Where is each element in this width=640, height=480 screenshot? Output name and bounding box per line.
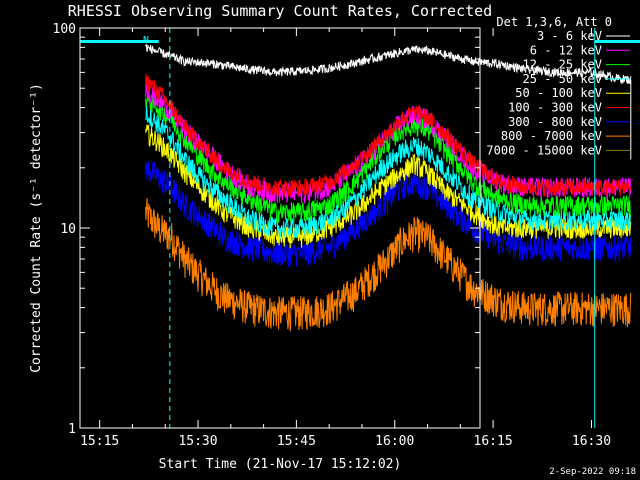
y-tick-label-0: 1 [68, 422, 76, 437]
legend-label-5: 100 - 300 keV [508, 101, 602, 115]
x-tick-label-1: 15:30 [178, 434, 217, 449]
night-bar-1 [594, 40, 640, 43]
x-axis-label: Start Time (21-Nov-17 15:12:02) [159, 457, 402, 472]
series-line-2 [145, 90, 632, 224]
legend-label-4: 50 - 100 keV [515, 86, 602, 100]
series-line-6 [145, 160, 632, 268]
series-line-4 [145, 124, 632, 249]
axes: 15:1515:3015:4516:0016:1516:3016:4511010… [53, 22, 612, 449]
x-tick-label-3: 16:00 [375, 434, 414, 449]
y-axis-label: Corrected Count Rate (s⁻¹ detector⁻¹) [29, 83, 44, 373]
series-line-3 [145, 103, 632, 240]
series-line-0 [145, 43, 632, 85]
chart-title: RHESSI Observing Summary Count Rates, Co… [68, 2, 492, 20]
legend-label-2: 12 - 25 keV [523, 58, 602, 72]
night-bar-0 [80, 40, 159, 43]
y-tick-label-2: 100 [53, 22, 76, 37]
series-line-5 [145, 73, 632, 197]
legend-label-8: 7000 - 15000 keV [486, 143, 602, 157]
legend-label-0: 3 - 6 keV [537, 29, 602, 43]
x-tick-label-2: 15:45 [277, 434, 316, 449]
legend-label-1: 6 - 12 keV [530, 43, 602, 57]
x-tick-label-5: 16:30 [572, 434, 611, 449]
series-line-7 [145, 198, 632, 332]
x-tick-label-4: 16:15 [474, 434, 513, 449]
timestamp: 2-Sep-2022 09:18 [549, 467, 636, 477]
plot-area [145, 43, 632, 332]
x-tick-label-0: 15:15 [80, 434, 119, 449]
legend-label-6: 300 - 800 keV [508, 115, 602, 129]
y-tick-label-1: 10 [60, 222, 76, 237]
legend-label-7: 800 - 7000 keV [501, 129, 602, 143]
n-label: N [143, 35, 149, 46]
legend-label-3: 25 - 50 keV [523, 72, 602, 86]
legend-header: Det 1,3,6, Att 0 [496, 15, 612, 29]
